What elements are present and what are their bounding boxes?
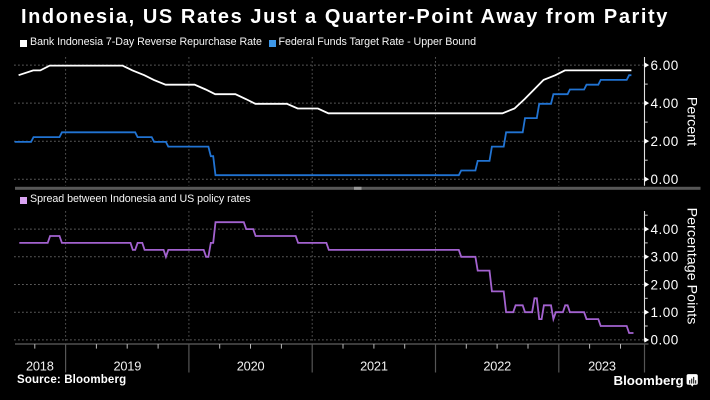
svg-text:0.00: 0.00: [651, 333, 679, 348]
svg-text:2.00: 2.00: [651, 277, 679, 292]
svg-text:Percent: Percent: [684, 97, 700, 146]
svg-text:2019: 2019: [113, 358, 141, 373]
svg-text:2.00: 2.00: [651, 134, 679, 149]
svg-text:6.00: 6.00: [651, 58, 679, 73]
svg-text:2023: 2023: [588, 358, 616, 373]
svg-text:2022: 2022: [483, 358, 511, 373]
svg-text:2018: 2018: [26, 358, 54, 373]
svg-text:Percentage Points: Percentage Points: [684, 208, 700, 325]
svg-text:1.00: 1.00: [651, 305, 679, 320]
svg-text:2021: 2021: [360, 358, 388, 373]
svg-text:4.00: 4.00: [651, 96, 679, 111]
svg-text:0.00: 0.00: [651, 172, 679, 187]
svg-text:2020: 2020: [237, 358, 265, 373]
svg-text:4.00: 4.00: [651, 222, 679, 237]
svg-text:3.00: 3.00: [651, 250, 679, 265]
